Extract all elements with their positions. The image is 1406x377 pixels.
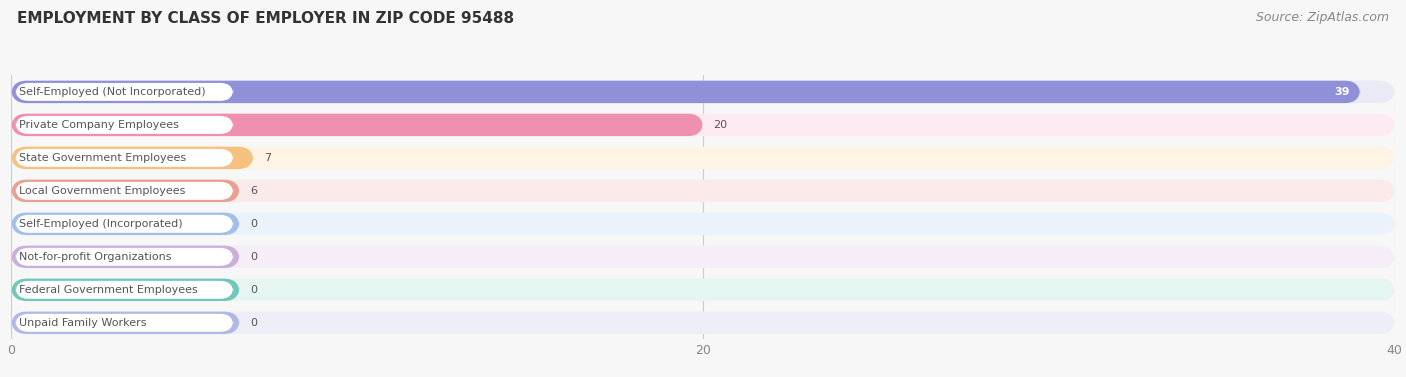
Text: EMPLOYMENT BY CLASS OF EMPLOYER IN ZIP CODE 95488: EMPLOYMENT BY CLASS OF EMPLOYER IN ZIP C… [17, 11, 515, 26]
FancyBboxPatch shape [11, 213, 239, 235]
FancyBboxPatch shape [11, 311, 1395, 334]
Text: Unpaid Family Workers: Unpaid Family Workers [18, 318, 146, 328]
Text: 0: 0 [250, 318, 257, 328]
Text: 20: 20 [713, 120, 727, 130]
Text: 39: 39 [1334, 87, 1350, 97]
FancyBboxPatch shape [11, 147, 253, 169]
FancyBboxPatch shape [11, 113, 703, 136]
FancyBboxPatch shape [11, 311, 239, 334]
FancyBboxPatch shape [15, 182, 233, 200]
FancyBboxPatch shape [11, 213, 1395, 235]
Text: Not-for-profit Organizations: Not-for-profit Organizations [18, 252, 172, 262]
FancyBboxPatch shape [15, 116, 233, 134]
Text: Federal Government Employees: Federal Government Employees [18, 285, 198, 295]
FancyBboxPatch shape [11, 81, 1395, 103]
FancyBboxPatch shape [15, 215, 233, 233]
FancyBboxPatch shape [11, 279, 1395, 301]
FancyBboxPatch shape [15, 248, 233, 266]
FancyBboxPatch shape [15, 314, 233, 332]
Text: 6: 6 [250, 186, 257, 196]
Text: State Government Employees: State Government Employees [18, 153, 186, 163]
FancyBboxPatch shape [11, 279, 239, 301]
Text: Source: ZipAtlas.com: Source: ZipAtlas.com [1256, 11, 1389, 24]
Text: Self-Employed (Incorporated): Self-Employed (Incorporated) [18, 219, 183, 229]
FancyBboxPatch shape [11, 147, 1395, 169]
FancyBboxPatch shape [11, 180, 1395, 202]
Text: 0: 0 [250, 219, 257, 229]
Text: 7: 7 [264, 153, 271, 163]
FancyBboxPatch shape [15, 149, 233, 167]
Text: Private Company Employees: Private Company Employees [18, 120, 179, 130]
FancyBboxPatch shape [15, 281, 233, 299]
Text: 0: 0 [250, 252, 257, 262]
FancyBboxPatch shape [11, 180, 239, 202]
FancyBboxPatch shape [11, 81, 1360, 103]
FancyBboxPatch shape [11, 246, 239, 268]
FancyBboxPatch shape [11, 246, 1395, 268]
Text: Self-Employed (Not Incorporated): Self-Employed (Not Incorporated) [18, 87, 205, 97]
Text: 0: 0 [250, 285, 257, 295]
FancyBboxPatch shape [11, 113, 1395, 136]
Text: Local Government Employees: Local Government Employees [18, 186, 186, 196]
FancyBboxPatch shape [15, 83, 233, 101]
